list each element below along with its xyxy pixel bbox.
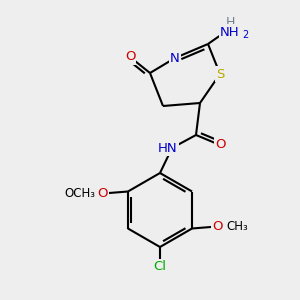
Text: HN: HN <box>158 142 178 154</box>
Text: 2: 2 <box>242 30 248 40</box>
Text: H: H <box>225 16 235 28</box>
Text: CH₃: CH₃ <box>226 220 248 233</box>
Text: S: S <box>216 68 224 80</box>
Text: OCH₃: OCH₃ <box>64 187 95 200</box>
Text: O: O <box>212 220 222 233</box>
Text: NH: NH <box>220 26 240 38</box>
Text: Cl: Cl <box>154 260 166 274</box>
Text: O: O <box>215 139 225 152</box>
Text: O: O <box>125 50 135 64</box>
Text: N: N <box>170 52 180 64</box>
Text: O: O <box>98 187 108 200</box>
Text: methoxy: methoxy <box>86 192 92 194</box>
